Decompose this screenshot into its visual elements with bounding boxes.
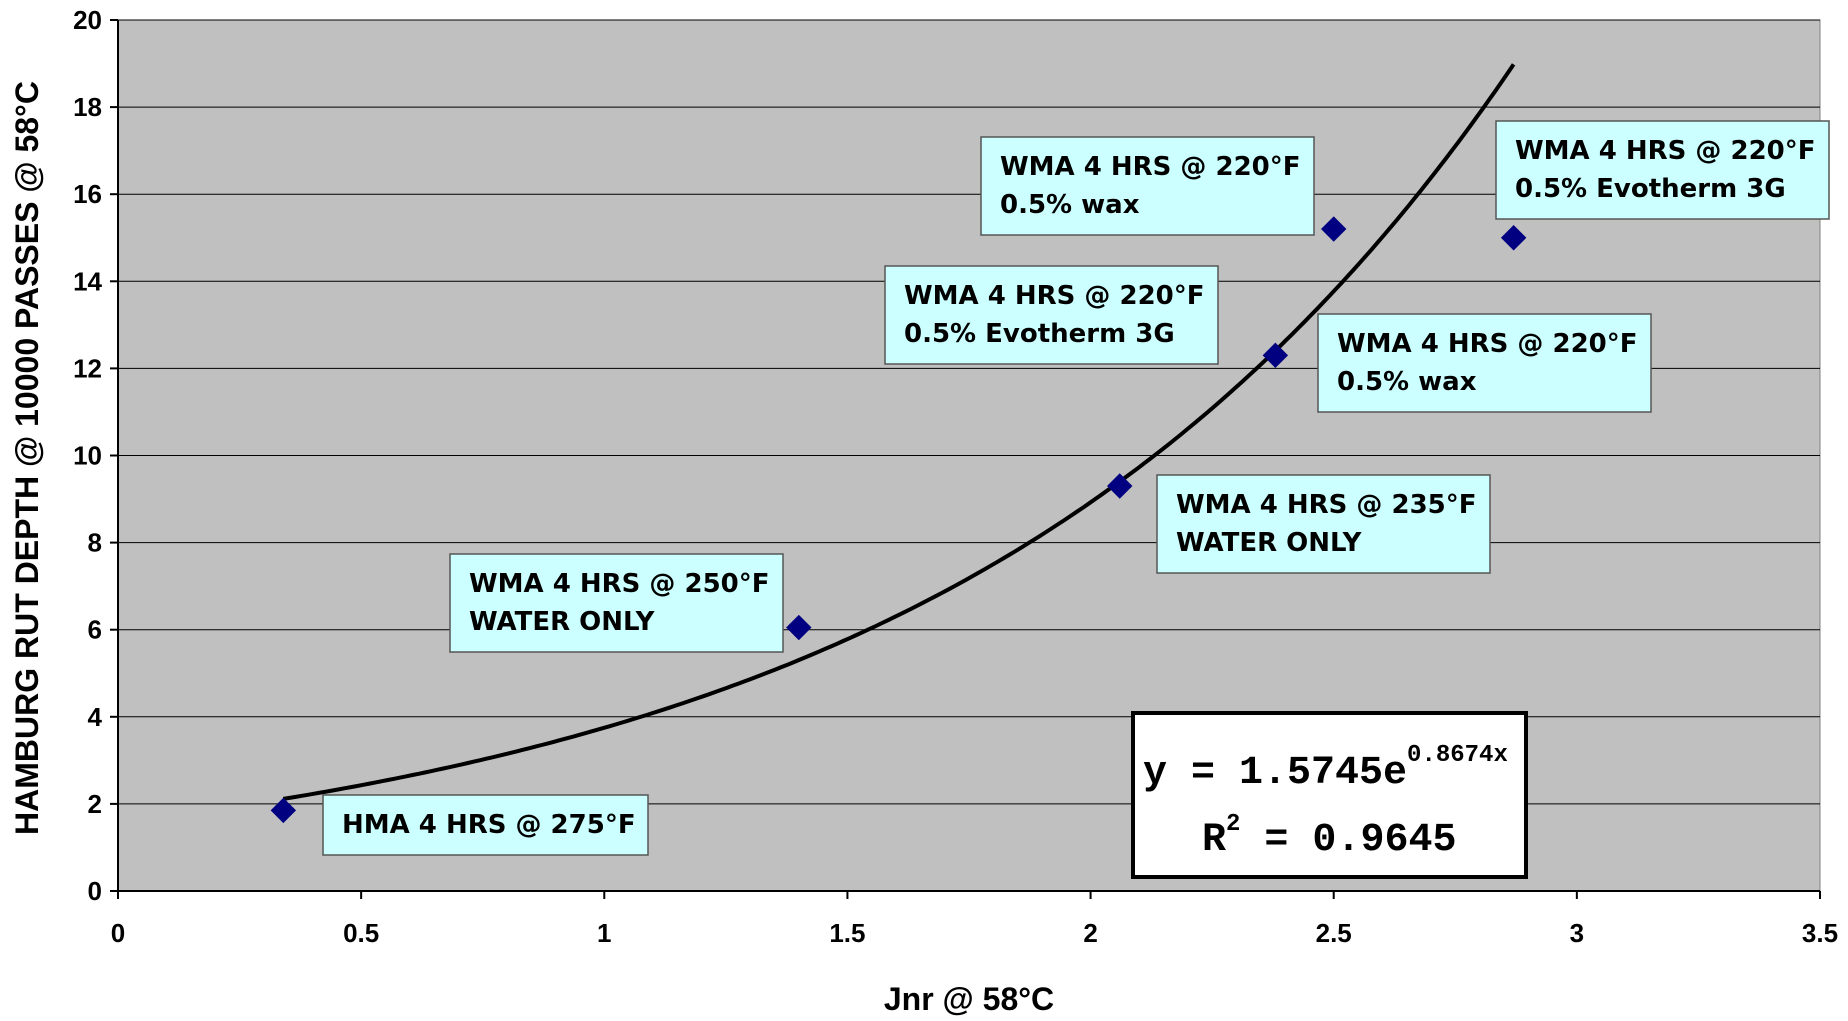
y-tick-label: 2 (88, 789, 102, 819)
annotation-box (1156, 474, 1491, 574)
annotation-text: WMA 4 HRS @ 235°F (1176, 490, 1477, 520)
y-tick-label: 6 (88, 615, 102, 645)
annotation-box (980, 136, 1315, 236)
annotation-text: WMA 4 HRS @ 220°F (1337, 329, 1638, 359)
r-squared-line: R2 = 0.9645 (1202, 811, 1456, 863)
y-tick-label: 20 (73, 5, 102, 35)
x-tick-label: 2 (1083, 918, 1097, 948)
data-point (1107, 473, 1133, 499)
data-point (270, 797, 297, 824)
y-tick-label: 14 (73, 266, 102, 296)
data-point (786, 614, 812, 641)
x-axis-title: Jnr @ 58°C (884, 981, 1054, 1017)
axes (110, 19, 1821, 899)
x-tick-label: 0.5 (343, 918, 379, 948)
y-tick-label: 4 (88, 702, 103, 732)
annotation-text: 0.5% wax (1000, 190, 1140, 220)
annotation-label: WMA 4 HRS @ 220°F 0.5% wax (980, 136, 1315, 236)
annotation-text: WATER ONLY (1176, 528, 1363, 558)
y-tick-label: 12 (73, 353, 102, 383)
exponential-trendline (282, 63, 1516, 801)
y-tick-label: 10 (73, 441, 102, 471)
annotation-text: WMA 4 HRS @ 250°F (469, 569, 770, 599)
annotation-box (322, 794, 649, 856)
annotation-label: WMA 4 HRS @ 235°F WATER ONLY (1156, 474, 1491, 574)
data-point (1262, 342, 1289, 369)
x-tick-label: 3 (1570, 918, 1584, 948)
y-tick-label: 0 (88, 876, 102, 906)
equation-box: y = 1.5745e0.8674x R2 = 0.9645 (1131, 711, 1528, 879)
equation-line1: y = 1.5745e0.8674x (1143, 742, 1508, 796)
annotations: HMA 4 HRS @ 275°F WMA 4 HRS @ 250°F WATER … (322, 120, 1830, 856)
annotation-text: HMA 4 HRS @ 275°F (342, 810, 636, 840)
data-point (1321, 216, 1347, 242)
annotation-text: 0.5% wax (1337, 367, 1477, 397)
annotation-text: WMA 4 HRS @ 220°F (904, 281, 1205, 311)
y-tick-label: 16 (73, 179, 102, 209)
annotation-text: WMA 4 HRS @ 220°F (1515, 136, 1816, 166)
annotation-box (449, 553, 784, 653)
annotation-text: WATER ONLY (469, 607, 656, 637)
annotation-label: WMA 4 HRS @ 220°F 0.5% Evotherm 3G (1495, 120, 1830, 220)
annotation-box (884, 265, 1219, 365)
x-tick-label: 2.5 (1316, 918, 1352, 948)
annotation-text: 0.5% Evotherm 3G (904, 319, 1175, 349)
annotation-label: WMA 4 HRS @ 220°F 0.5% Evotherm 3G (884, 265, 1219, 365)
x-tick-label: 0 (111, 918, 125, 948)
annotation-text: WMA 4 HRS @ 220°F (1000, 152, 1301, 182)
x-tick-label: 3.5 (1802, 918, 1838, 948)
tick-labels: 0 2 4 6 8 10 12 14 16 18 20 0 0.5 1 1.5 2 2.5 3 3.5 (73, 5, 1838, 948)
annotation-label: WMA 4 HRS @ 220°F 0.5% wax (1317, 313, 1652, 413)
annotation-label: WMA 4 HRS @ 250°F WATER ONLY (449, 553, 784, 653)
annotation-label: HMA 4 HRS @ 275°F (322, 794, 649, 856)
annotation-box (1317, 313, 1652, 413)
data-point (1500, 225, 1527, 251)
x-tick-label: 1 (597, 918, 611, 948)
data-points (270, 216, 1527, 824)
annotation-box (1495, 120, 1830, 220)
annotation-text: 0.5% Evotherm 3G (1515, 174, 1786, 204)
y-tick-label: 18 (73, 92, 102, 122)
x-tick-label: 1.5 (829, 918, 865, 948)
y-axis-title: HAMBURG RUT DEPTH @ 10000 PASSES @ 58°C (9, 81, 45, 835)
y-tick-label: 8 (88, 528, 102, 558)
